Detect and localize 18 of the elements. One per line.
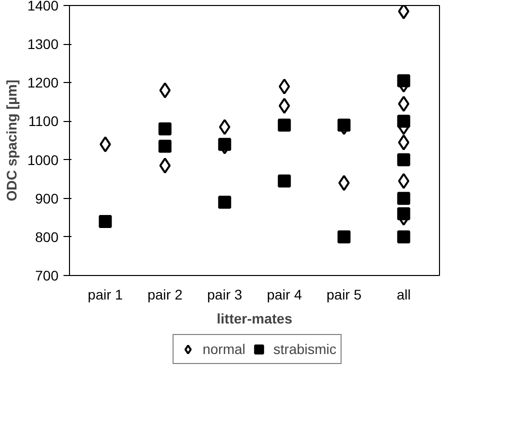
legend-label: strabismic — [273, 341, 336, 357]
y-tick-label: 1300 — [27, 36, 59, 52]
y-tick-label: 1000 — [27, 152, 59, 168]
x-tick-label: pair 2 — [147, 286, 183, 302]
x-tick-label: pair 1 — [88, 286, 124, 302]
x-tick-label: pair 3 — [207, 286, 242, 302]
y-axis-title: ODC spacing [µm] — [3, 80, 20, 202]
x-tick-label: all — [396, 286, 411, 302]
y-tick-label: 700 — [35, 268, 59, 284]
y-tick-label: 800 — [35, 228, 59, 245]
x-tick-label: pair 4 — [266, 286, 302, 302]
y-tick-label: 1400 — [27, 0, 59, 14]
x-axis-title: litter-mates — [216, 310, 292, 326]
legend-label: normal — [202, 341, 246, 357]
y-tick-label: 900 — [35, 190, 59, 206]
x-tick-label: pair 5 — [326, 286, 362, 302]
y-tick-label: 1100 — [28, 113, 59, 130]
y-tick-label: 1200 — [27, 74, 59, 91]
